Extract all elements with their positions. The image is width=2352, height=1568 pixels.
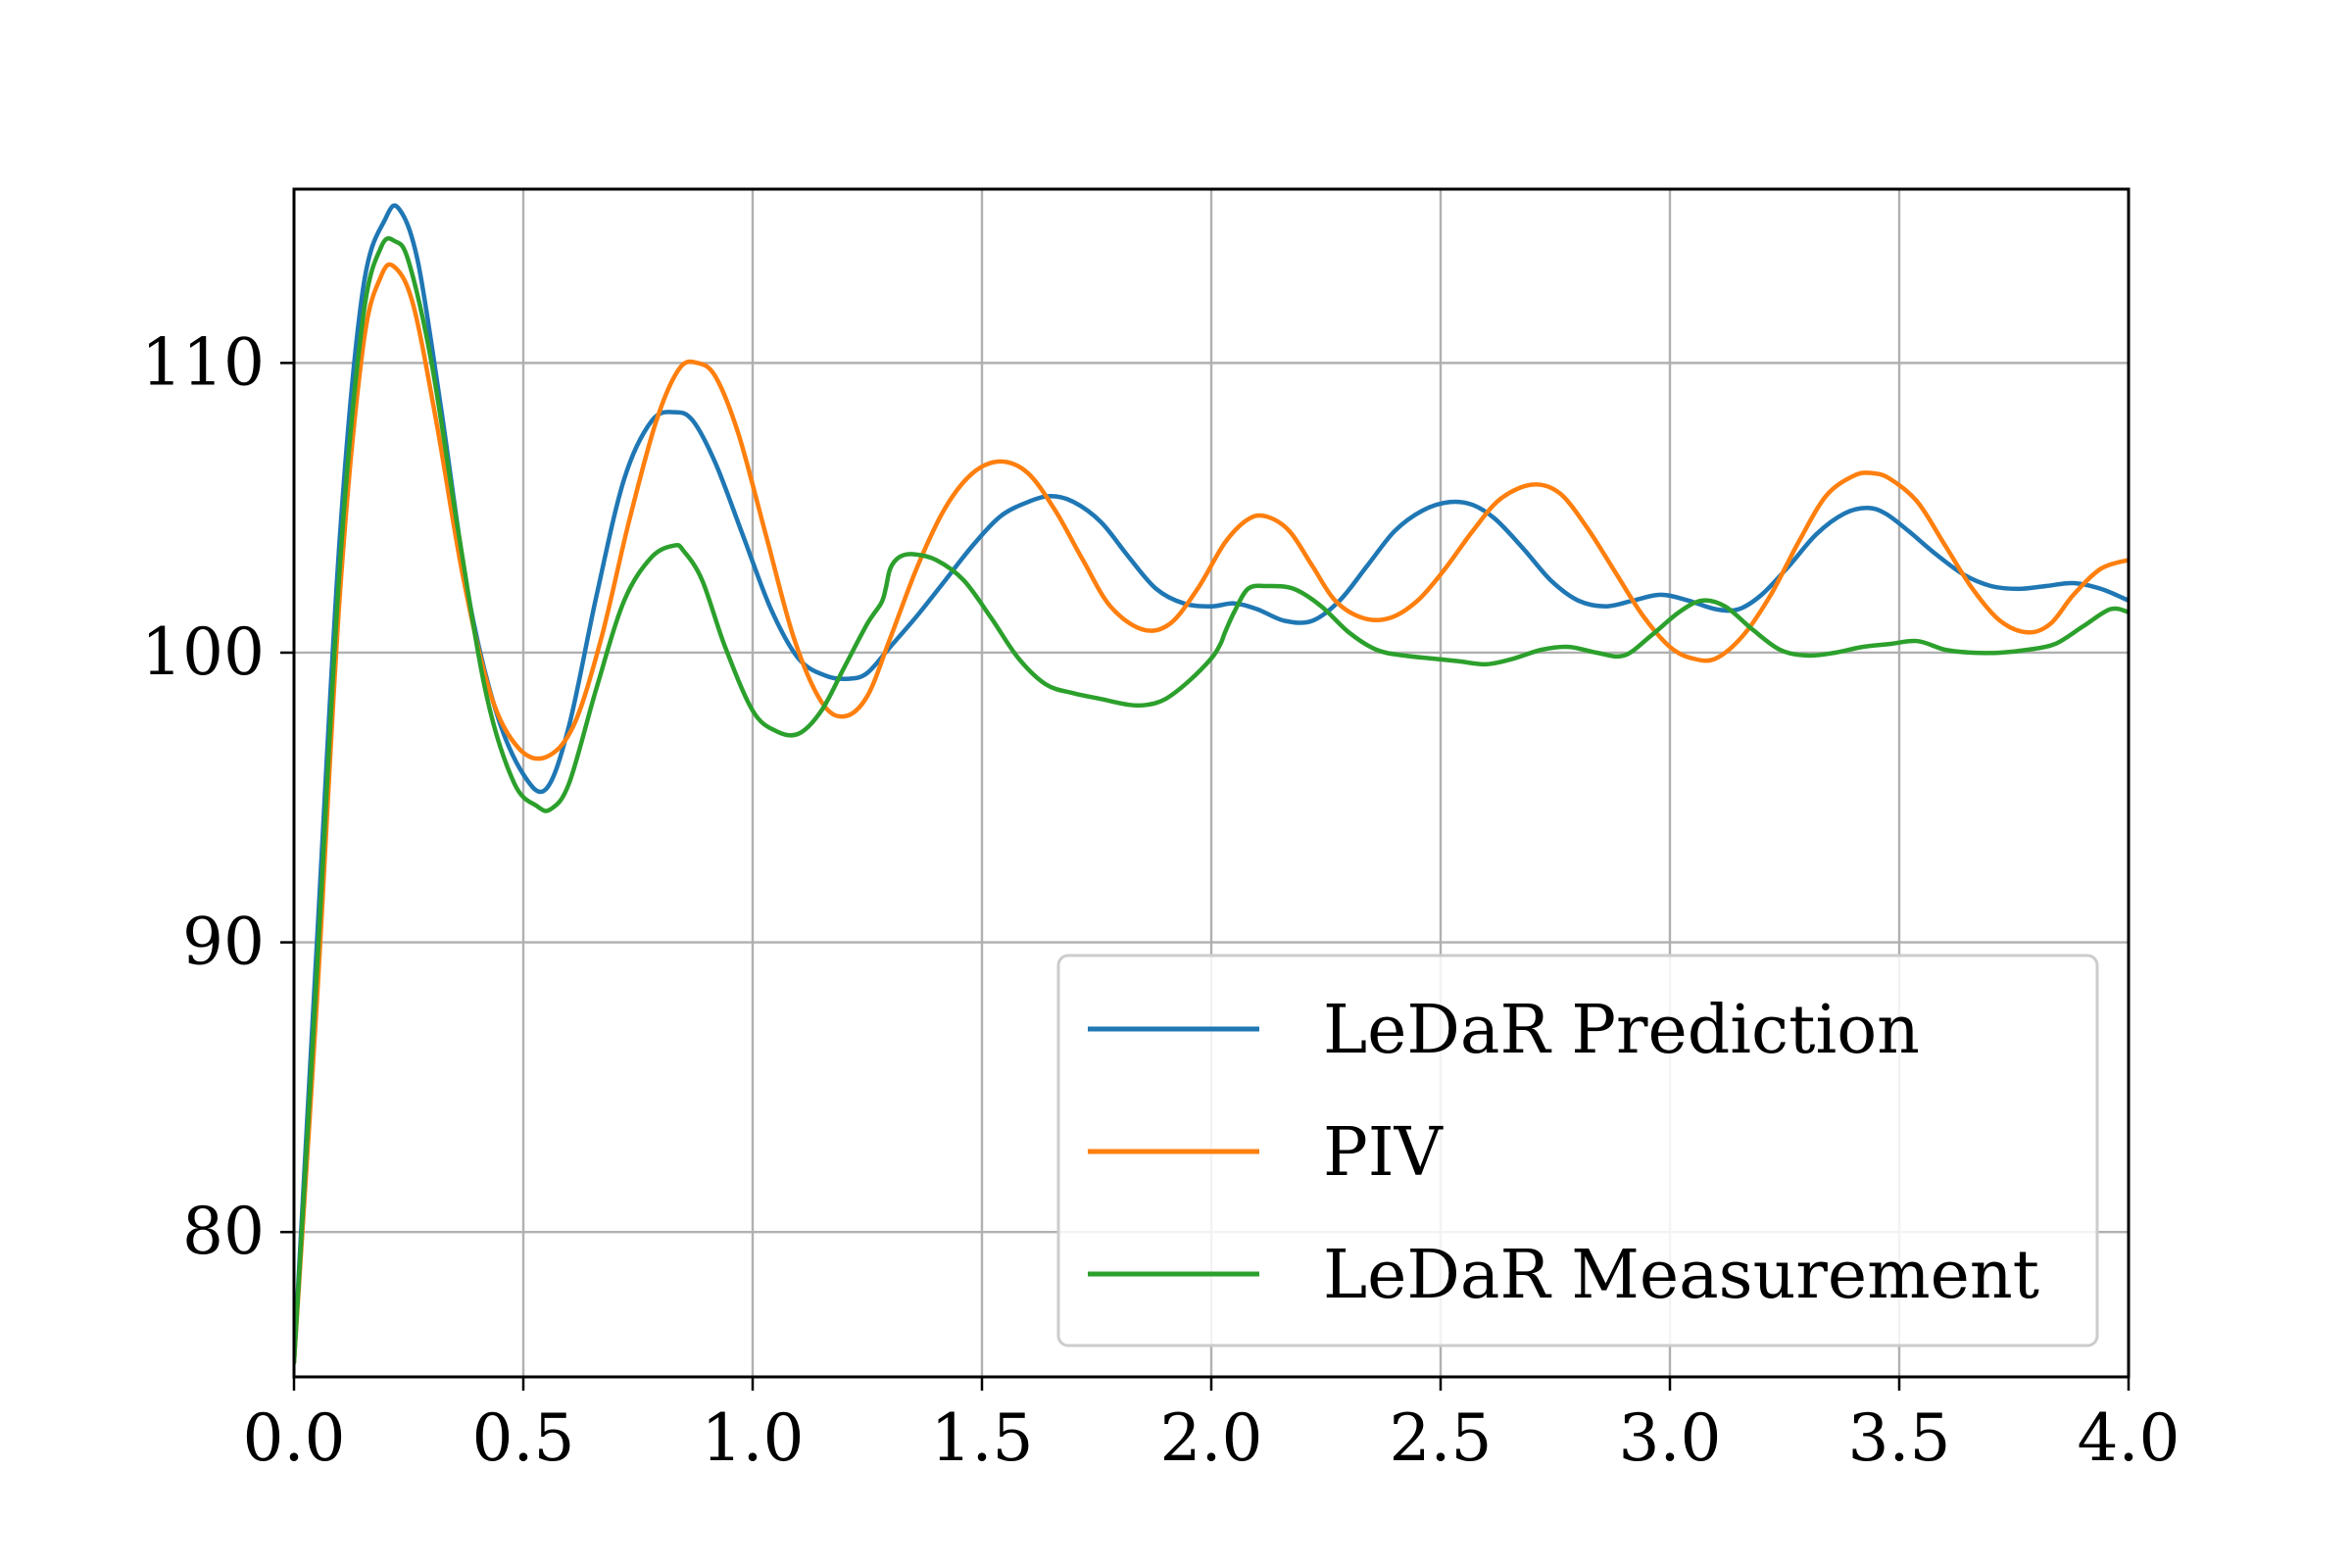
legend-label-ledar-prediction: LeDaR Prediction	[1323, 992, 1920, 1069]
x-tick-label: 1.0	[702, 1400, 805, 1476]
x-tick-label: 2.0	[1160, 1400, 1263, 1476]
x-tick-label: 0.5	[472, 1400, 575, 1476]
legend: LeDaR Prediction PIV LeDaR Measurement	[1056, 954, 2099, 1348]
legend-label-ledar-measurement: LeDaR Measurement	[1323, 1237, 2039, 1314]
legend-box	[1056, 954, 2099, 1348]
y-tick-label: 80	[182, 1194, 265, 1269]
legend-label-piv: PIV	[1323, 1114, 1445, 1192]
series-lines	[294, 203, 2129, 1365]
axis-ticks: 0.0 0.5 1.0 1.5 2.0 2.5 3.0 3.5 4.0 80 90 100 110	[141, 324, 2180, 1476]
x-tick-label: 3.0	[1619, 1400, 1722, 1476]
x-tick-label: 2.5	[1390, 1400, 1493, 1476]
x-tick-label: 3.5	[1848, 1400, 1951, 1476]
x-tick-label: 4.0	[2078, 1400, 2180, 1476]
y-tick-label: 110	[141, 324, 265, 400]
x-tick-label: 0.0	[243, 1400, 346, 1476]
y-tick-label: 100	[141, 614, 265, 690]
x-tick-label: 1.5	[931, 1400, 1034, 1476]
series-line-ledar-measurement	[294, 235, 2129, 1365]
y-tick-label: 90	[182, 905, 265, 980]
